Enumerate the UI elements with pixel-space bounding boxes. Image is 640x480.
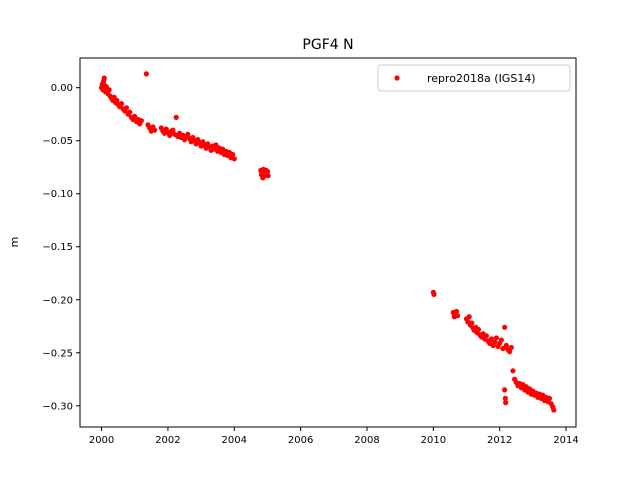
x-tick-label: 2000 [89,435,114,446]
y-tick-label: −0.25 [42,348,73,359]
y-tick-label: −0.20 [42,295,73,306]
y-tick-label: −0.15 [42,242,73,253]
data-point [166,132,173,139]
y-axis-ticks: 0.00 −0.05 −0.10 −0.15 −0.20 −0.25 −0.30 [42,83,80,412]
data-point [453,308,460,315]
data-point [546,395,553,401]
legend-label: repro2018a (IGS14) [427,72,536,85]
data-point [123,105,130,111]
data-point [265,173,271,179]
data-point [503,400,509,406]
legend: repro2018a (IGS14) [377,64,571,92]
data-point [138,117,144,124]
data-point [507,349,513,355]
data-point [502,395,508,401]
data-point [503,342,509,348]
data-point [510,368,516,374]
y-tick-label: 0.00 [51,83,73,94]
x-tick-label: 2006 [288,435,313,446]
data-point [551,407,557,413]
data-point [213,142,219,148]
data-point [469,320,475,326]
y-tick-label: −0.30 [42,401,73,412]
data-point [127,109,133,115]
x-tick-label: 2004 [222,435,247,446]
data-point [230,151,236,158]
data-point [502,387,508,393]
data-point [185,131,191,137]
chart-title: PGF4 N [302,37,353,53]
x-tick-label: 2008 [354,435,379,446]
axes-frame [79,57,577,428]
data-point [101,75,107,81]
data-point [454,313,461,319]
data-point [118,100,125,107]
data-point [475,326,482,333]
data-point [264,168,271,175]
x-tick-label: 2002 [155,435,180,446]
data-point [114,97,120,104]
data-point [493,335,499,341]
legend-box [377,64,571,92]
data-point [431,291,437,298]
data-point [492,339,498,345]
x-tick-label: 2012 [487,435,512,446]
legend-marker [394,75,400,81]
data-point [498,337,504,343]
x-tick-label: 2010 [421,435,446,446]
y-tick-label: −0.10 [42,189,73,200]
data-point [231,156,237,162]
data-point [488,336,494,342]
x-axis-ticks: 2000 2002 2004 2006 2008 2010 2012 2014 [89,427,579,446]
y-axis-label: m [8,237,21,248]
data-point [500,345,506,352]
x-tick-label: 2014 [553,435,578,446]
data-point [483,333,490,339]
data-points [98,71,557,413]
y-tick-label: −0.05 [42,136,73,147]
data-point [502,324,508,330]
data-point [508,344,514,351]
data-point [106,87,112,93]
data-point [173,114,179,120]
data-point [466,314,472,320]
data-point [132,113,138,119]
data-point [152,127,158,133]
data-point [170,127,176,133]
data-point [143,71,149,77]
